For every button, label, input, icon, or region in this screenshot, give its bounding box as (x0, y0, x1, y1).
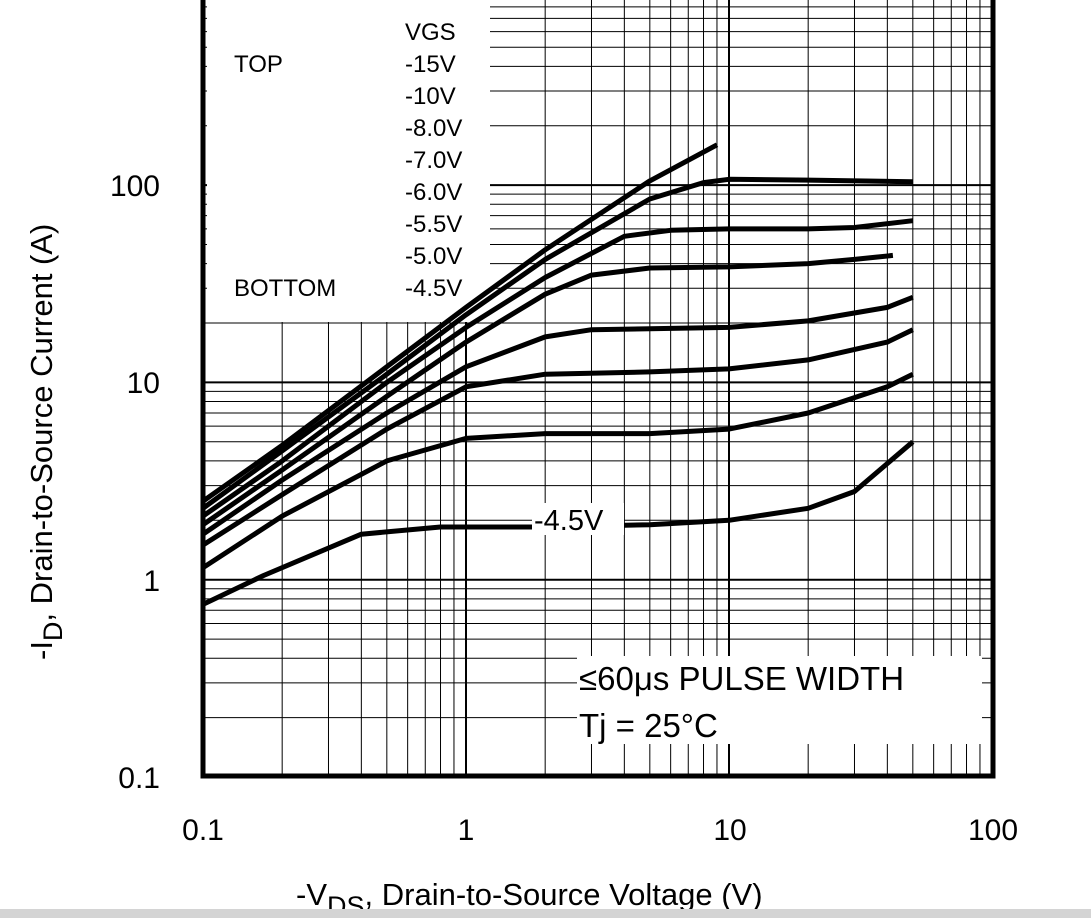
y-tick-labels: 0.1 1 10 100 (110, 170, 160, 795)
x-tick-label: 1 (458, 814, 475, 847)
x-tick-label: 0.1 (182, 814, 224, 847)
legend-entry: -10V (405, 83, 456, 110)
bottom-scrollbar[interactable] (0, 909, 1091, 918)
legend-top-label: TOP (234, 51, 283, 78)
legend-entry: -8.0V (405, 115, 462, 142)
legend-entry: -15V (405, 51, 456, 78)
y-axis-label: -ID, Drain-to-Source Current (A) (24, 224, 68, 660)
x-tick-label: 10 (713, 814, 746, 847)
y-tick-label: 100 (110, 170, 160, 203)
pulse-width-annotation: ≤60μs PULSE WIDTH (579, 660, 904, 697)
curve-vgs15 (201, 142, 719, 504)
y-tick-label: 10 (127, 367, 160, 400)
annotation-background (577, 656, 982, 744)
legend-bottom-label: BOTTOM (234, 275, 336, 302)
curve-label-background (532, 503, 624, 535)
legend-entry: -5.5V (405, 211, 462, 238)
curve-vgs8-0 (201, 218, 914, 519)
x-axis-label: -VDS, Drain-to-Source Voltage (V) (296, 877, 763, 918)
curve-label: -4.5V (534, 505, 604, 537)
legend-entry: -7.0V (405, 147, 462, 174)
temperature-annotation: Tj = 25°C (579, 707, 718, 744)
legend-entry: -4.5V (405, 275, 462, 302)
y-tick-label: 1 (143, 565, 160, 598)
curve-vgs10 (201, 176, 913, 511)
legend-background (207, 0, 490, 322)
x-tick-labels: 0.1 1 10 100 (182, 814, 1018, 847)
legend-entry: -6.0V (405, 179, 462, 206)
curve-vgs6-0 (201, 294, 914, 537)
x-tick-label: 100 (968, 814, 1018, 847)
legend: TOP BOTTOM VGS -15V -10V -8.0V -7.0V -6.… (234, 19, 462, 302)
curve-vgs5-5 (201, 327, 914, 548)
y-tick-label: 0.1 (118, 762, 160, 795)
legend-entry: -5.0V (405, 243, 462, 270)
plot-frame (200, 0, 996, 779)
curve-vgs7-0 (201, 252, 894, 527)
legend-header: VGS (405, 19, 456, 46)
curve-vgs5-0 (201, 371, 914, 570)
